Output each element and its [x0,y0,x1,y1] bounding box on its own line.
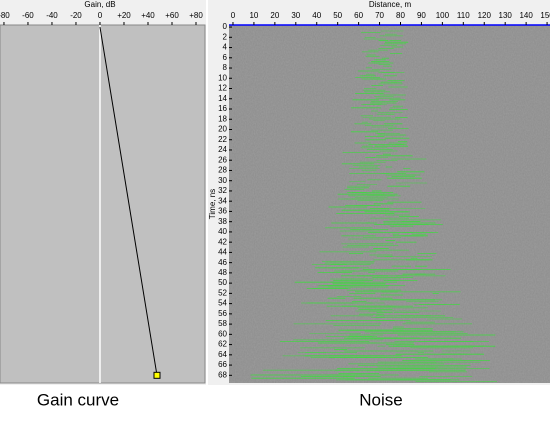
x-tick-label: 30 [291,11,300,20]
x-axis-title: Gain, dB [84,0,115,9]
x-tick-label: 150 [540,11,550,20]
y-tick-label: 22 [218,135,227,144]
gain-node [153,371,161,379]
y-tick-label: 2 [223,32,228,41]
x-tick-label: 0 [98,11,103,20]
x-tick-label: 20 [270,11,279,20]
y-tick-label: 28 [218,166,227,175]
y-tick-label: 14 [218,94,227,103]
y-tick-label: 4 [223,43,228,52]
x-tick-label: 60 [354,11,363,20]
x-tick-label: +20 [117,11,131,20]
y-tick-label: 20 [218,125,227,134]
y-tick-label: 64 [218,350,227,359]
y-tick-label: 42 [218,237,227,246]
y-tick-label: 62 [218,340,227,349]
x-tick-label: 10 [249,11,258,20]
x-tick-label: 90 [417,11,426,20]
y-tick-label: 40 [218,227,227,236]
x-tick-label: 140 [519,11,533,20]
noise-streaks [250,30,498,382]
y-tick-label: 6 [223,53,228,62]
x-tick-label: -20 [70,11,82,20]
x-axis-title: Distance, m [369,0,412,9]
y-tick-label: 0 [223,22,228,31]
y-tick-label: 48 [218,268,227,277]
y-tick-label: 56 [218,309,227,318]
plot-area [0,24,206,384]
x-tick-label: 130 [499,11,513,20]
x-tick-label: -40 [46,11,58,20]
x-tick-label: 100 [436,11,450,20]
y-tick-label: 34 [218,196,227,205]
x-tick-label: +80 [189,11,203,20]
x-tick-label: 70 [375,11,384,20]
y-tick-label: 54 [218,299,227,308]
x-tick-label: 80 [396,11,405,20]
y-tick-label: 18 [218,114,227,123]
y-axis-title: Time, ns [208,189,217,219]
y-tick-label: 52 [218,288,227,297]
y-tick-label: 16 [218,104,227,113]
x-tick-label: 120 [478,11,492,20]
x-tick-label: -80 [0,11,10,20]
y-tick-label: 12 [218,84,227,93]
x-tick-label: +60 [165,11,179,20]
y-tick-label: 50 [218,278,227,287]
y-tick-label: 8 [223,63,228,72]
y-tick-label: 36 [218,207,227,216]
y-tick-label: 44 [218,248,227,257]
y-tick-label: 46 [218,258,227,267]
caption: Gain curve [37,390,119,409]
x-tick-label: 50 [333,11,342,20]
gain-curve [99,26,158,376]
y-tick-label: 24 [218,145,227,154]
y-tick-label: 10 [218,73,227,82]
y-tick-label: 38 [218,217,227,226]
y-tick-label: 32 [218,186,227,195]
y-tick-label: 66 [218,360,227,369]
y-tick-label: 58 [218,319,227,328]
caption: Noise [359,390,402,409]
y-tick-label: 30 [218,176,227,185]
x-tick-label: 0 [231,11,236,20]
x-tick-label: -60 [22,11,34,20]
y-tick-label: 60 [218,329,227,338]
x-tick-label: 40 [312,11,321,20]
x-tick-label: +40 [141,11,155,20]
x-tick-label: 110 [457,11,470,20]
y-tick-label: 68 [218,370,227,379]
y-tick-label: 26 [218,155,227,164]
